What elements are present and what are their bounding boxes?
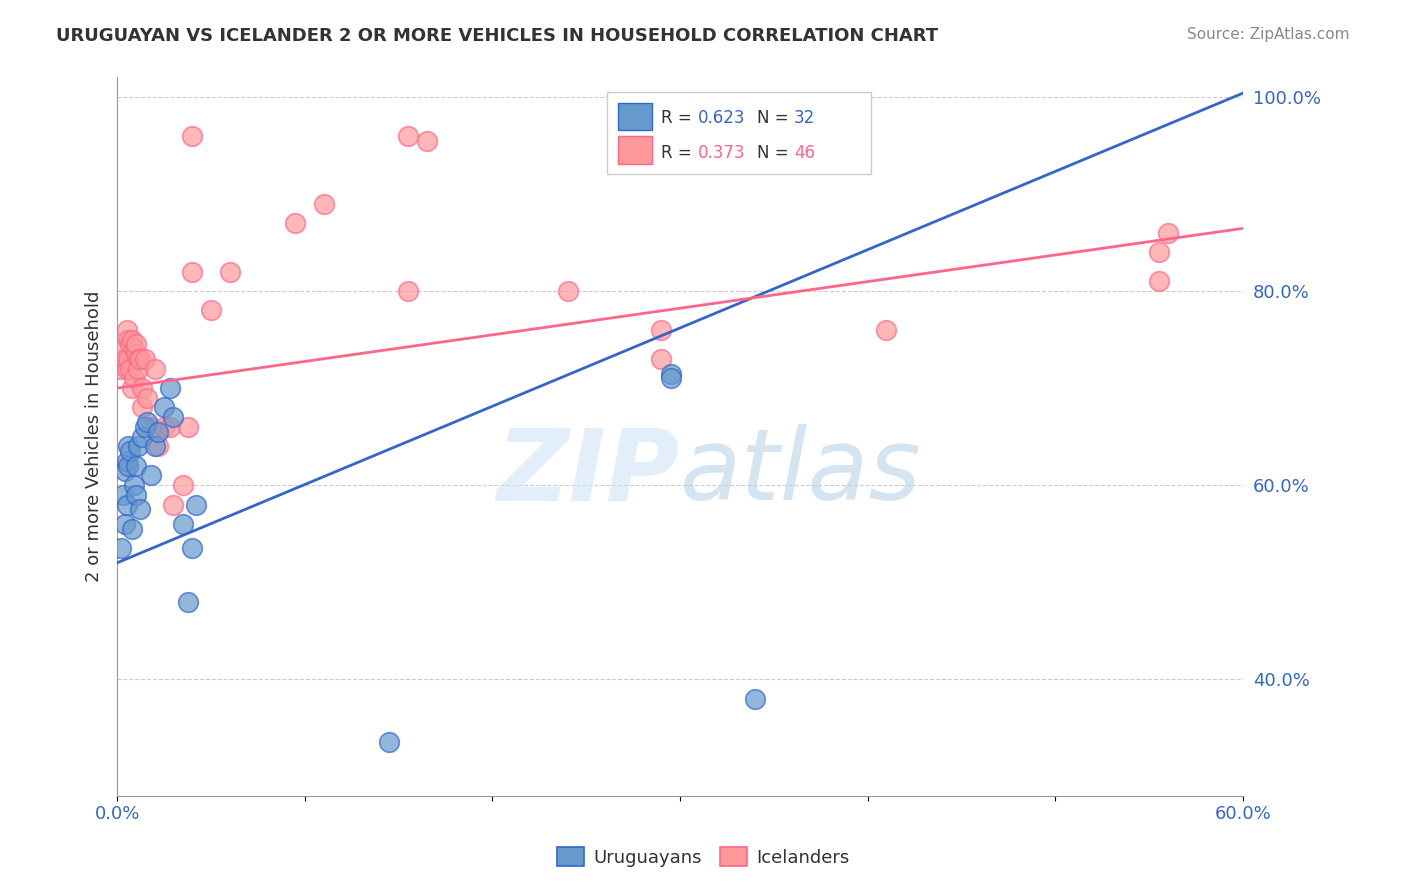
FancyBboxPatch shape [607,92,872,175]
Point [120,444,142,458]
Point [114,516,136,531]
Text: atlas: atlas [681,424,922,521]
Point [378,735,401,749]
Point [139,468,162,483]
Point [117,333,139,347]
Point [659,371,682,385]
Legend: Uruguayans, Icelanders: Uruguayans, Icelanders [550,840,856,874]
Point [121,381,143,395]
Point [172,516,194,531]
Point [122,371,145,385]
Point [148,439,170,453]
Point [162,410,184,425]
Text: 0.373: 0.373 [699,144,745,161]
FancyBboxPatch shape [619,103,652,130]
Point [177,594,200,608]
Point [110,541,132,556]
Point [120,361,142,376]
Point [181,128,204,143]
Point [110,361,132,376]
Point [134,351,156,366]
Point [1147,274,1170,288]
Text: N =: N = [756,110,793,128]
Point [284,216,307,230]
Point [122,343,145,357]
Point [115,361,138,376]
Point [744,691,766,706]
Text: ZIP: ZIP [498,424,681,521]
Point [396,128,419,143]
Point [117,351,139,366]
Point [122,478,145,492]
Text: URUGUAYAN VS ICELANDER 2 OR MORE VEHICLES IN HOUSEHOLD CORRELATION CHART: URUGUAYAN VS ICELANDER 2 OR MORE VEHICLE… [56,27,938,45]
Text: R =: R = [661,110,697,128]
Point [121,333,143,347]
Text: Source: ZipAtlas.com: Source: ZipAtlas.com [1187,27,1350,42]
Point [143,361,166,376]
Point [181,264,204,278]
Point [396,284,419,298]
Point [153,420,176,434]
Point [218,264,240,278]
Point [117,439,139,453]
Point [159,381,181,395]
Point [125,458,148,473]
Point [148,425,170,439]
Point [115,454,138,468]
Point [659,367,682,381]
Point [111,343,134,357]
Point [115,498,138,512]
Text: 0.623: 0.623 [699,110,745,128]
Point [1147,245,1170,260]
Point [162,498,184,512]
Point [128,502,150,516]
Point [131,381,153,395]
Point [115,323,138,337]
Point [159,420,181,434]
Point [139,420,162,434]
Point [127,361,149,376]
Point [134,420,156,434]
Point [181,541,204,556]
Point [136,415,159,429]
Point [875,323,897,337]
Point [111,488,134,502]
FancyBboxPatch shape [619,136,652,163]
Point [143,439,166,453]
Text: 32: 32 [794,110,815,128]
Point [117,458,139,473]
Point [172,478,194,492]
Point [114,464,136,478]
Point [125,337,148,351]
Point [557,284,579,298]
Point [1157,226,1180,240]
Point [114,351,136,366]
Point [200,303,222,318]
Point [131,429,153,443]
Point [120,337,142,351]
Point [312,196,335,211]
Text: 46: 46 [794,144,815,161]
Point [184,498,207,512]
Text: N =: N = [756,144,793,161]
Point [136,391,159,405]
Point [121,522,143,536]
Point [650,323,672,337]
Point [153,401,176,415]
Point [416,134,439,148]
Point [177,420,200,434]
Point [127,351,149,366]
Y-axis label: 2 or more Vehicles in Household: 2 or more Vehicles in Household [86,291,103,582]
Point [131,401,153,415]
Point [650,351,672,366]
Point [125,488,148,502]
Text: R =: R = [661,144,697,161]
Point [127,439,149,453]
Point [128,351,150,366]
Point [125,347,148,361]
